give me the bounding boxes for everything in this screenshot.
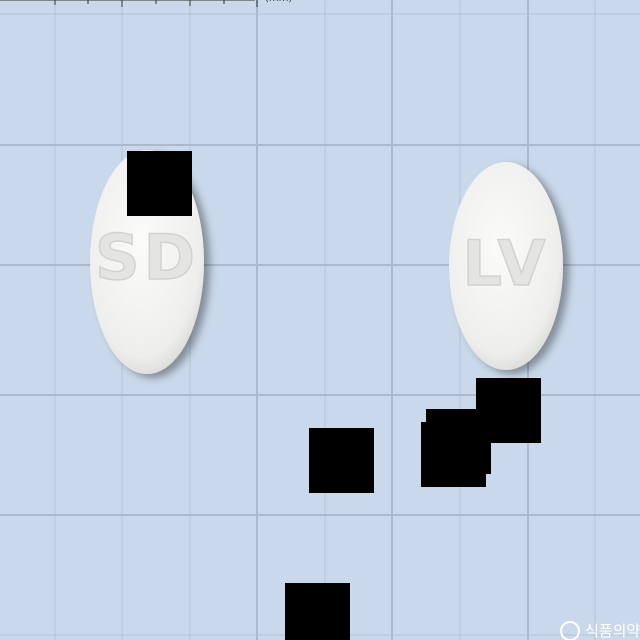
imprint: SD	[95, 221, 199, 294]
pill-right: LV	[449, 162, 563, 370]
ruler	[0, 0, 258, 7]
pill-left: SD	[90, 150, 204, 374]
watermark: 식품의약품	[585, 622, 640, 640]
occlusions	[127, 151, 541, 640]
ruler-unit: (mm)	[265, 0, 292, 4]
imprint: LV	[463, 227, 550, 300]
watermark-icon	[560, 621, 580, 640]
